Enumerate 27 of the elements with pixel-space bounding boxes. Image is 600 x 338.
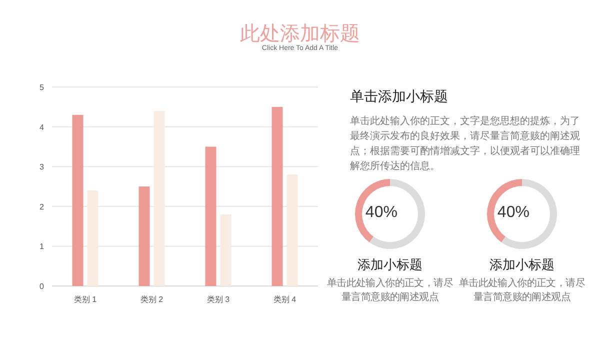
bar [138, 186, 150, 286]
y-tick-label: 0 [40, 282, 45, 291]
y-tick-label: 2 [40, 202, 45, 212]
x-tick-label: 类别 1 [74, 295, 98, 304]
text: 单击此处输入你的正文，文字是您思想的提炼，为了最终演示发布的良好效果，请尽量言简意赅的阐述观点；根据需要可酌情增减文字，以便观者可以准确理解您所传达的信息。 [350, 114, 581, 174]
text: 单击此处输入你的正文，请尽量言简意赅的阐述观点 [458, 277, 586, 305]
x-tick-label: 类别 3 [206, 295, 230, 304]
data-label: 40% [365, 204, 398, 222]
bar [205, 146, 216, 286]
y-tick-label: 3 [40, 162, 45, 172]
data-label: 40% [497, 204, 530, 222]
text: 添加小标题 [356, 256, 424, 274]
bar [87, 190, 98, 286]
text: 单击此处输入你的正文，请尽量言简意赅的阐述观点 [326, 277, 454, 305]
text: 添加小标题 [488, 256, 556, 274]
bar [286, 174, 298, 286]
bar [154, 110, 165, 286]
y-tick-label: 4 [40, 122, 45, 132]
bar [220, 214, 232, 286]
bar [272, 106, 283, 286]
x-tick-label: 类别 2 [140, 295, 164, 304]
bar [72, 114, 84, 286]
y-tick-label: 1 [40, 242, 45, 252]
y-tick-label: 5 [40, 83, 45, 92]
text: 单击添加小标题 [350, 88, 449, 106]
x-tick-label: 类别 4 [273, 295, 297, 304]
chart-title: 此处添加标题 [239, 22, 361, 45]
